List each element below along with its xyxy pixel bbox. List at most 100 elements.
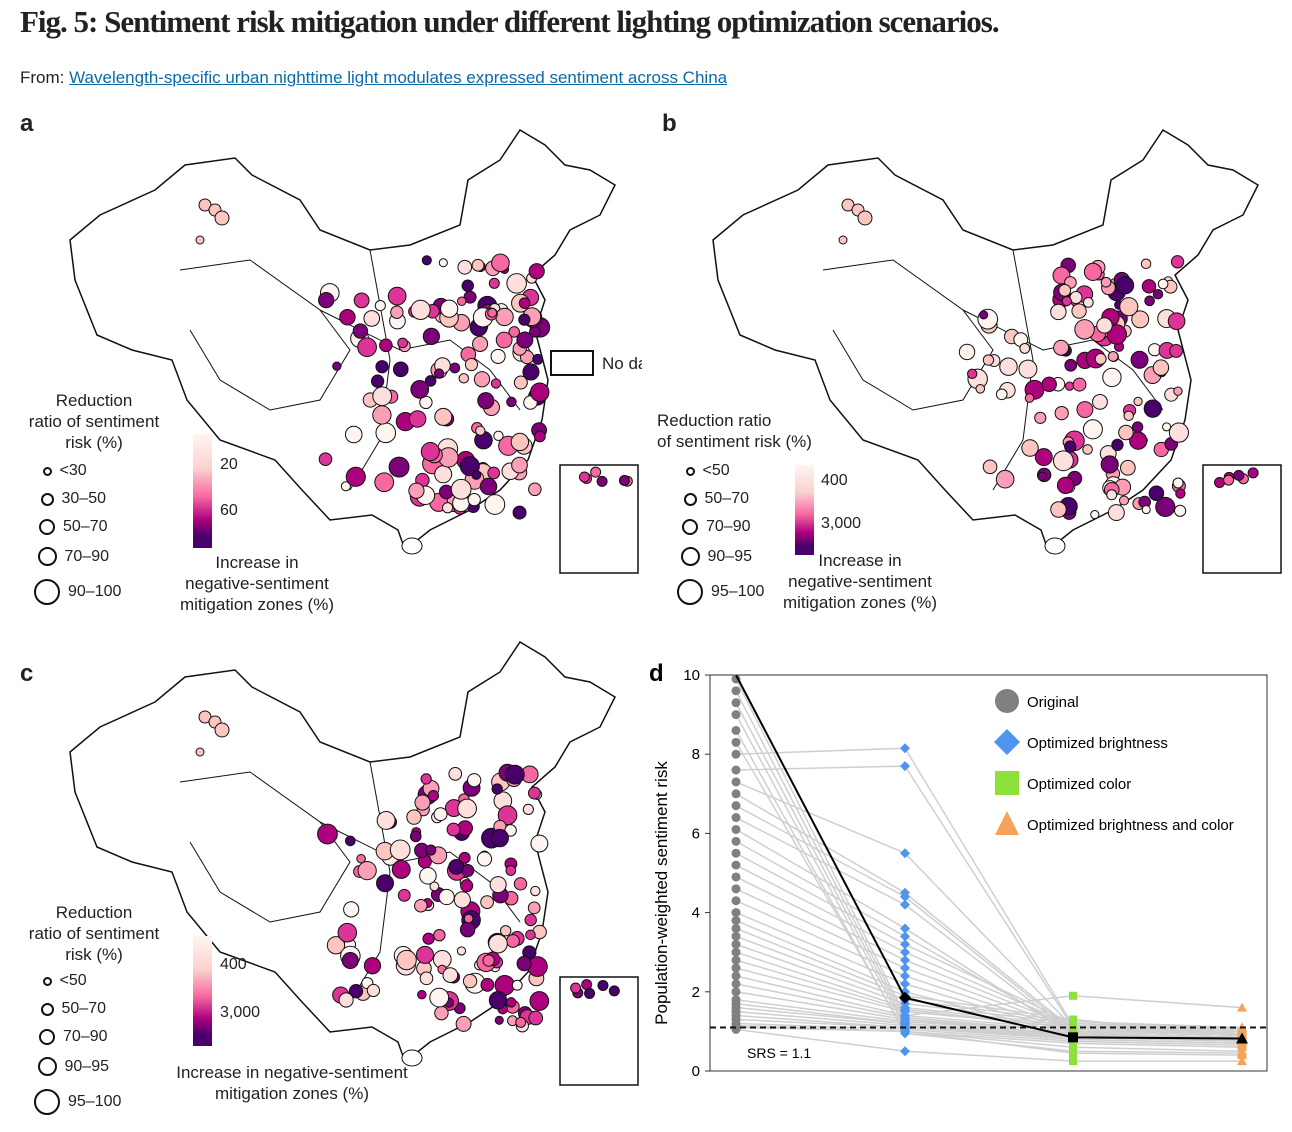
no-data-label: No data	[602, 354, 642, 373]
city-bubble	[1053, 339, 1070, 356]
original-point	[731, 884, 741, 894]
city-bubble	[513, 877, 528, 891]
city-bubble	[195, 235, 205, 245]
city-bubble	[1155, 496, 1176, 517]
original-point	[731, 971, 741, 981]
city-bubble	[1100, 276, 1112, 288]
panel-a-map: a No data Reduction ratio of sentiment r…	[12, 110, 642, 615]
paired-line	[735, 805, 1243, 1037]
mean-marker	[899, 991, 911, 1004]
china-map	[69, 640, 639, 1086]
color-point	[1069, 991, 1077, 1000]
city-bubble	[448, 767, 463, 781]
city-bubble	[1082, 419, 1103, 440]
original-point	[731, 777, 741, 787]
brightness-point	[900, 923, 910, 934]
city-bubble	[391, 859, 411, 879]
hainan-island	[1044, 537, 1066, 555]
city-bubble	[1096, 317, 1113, 334]
city-bubble	[505, 997, 517, 1008]
city-bubble	[1076, 401, 1094, 419]
city-bubble	[578, 471, 590, 483]
city-bubble	[1148, 485, 1165, 502]
circle-size-icon	[683, 492, 697, 506]
city-bubble	[379, 338, 393, 353]
size-legend-item: 70–90	[682, 518, 751, 536]
city-bubble	[1133, 396, 1143, 407]
paired-line	[735, 678, 1243, 1017]
city-bubble	[326, 936, 346, 955]
city-bubble	[525, 929, 536, 941]
city-bubble	[1115, 276, 1135, 295]
colorbar-tick: 20	[220, 456, 238, 473]
circle-size-icon	[682, 519, 698, 535]
brightness-point	[900, 887, 910, 898]
city-bubble	[318, 291, 335, 309]
brightness-point	[900, 1010, 910, 1021]
city-bubble	[982, 459, 998, 475]
colorbar-title: Increase in negative-sentiment mitigatio…	[179, 553, 334, 614]
original-point	[731, 725, 741, 735]
city-bubble	[422, 932, 435, 945]
article-link[interactable]: Wavelength-specific urban nighttime ligh…	[69, 68, 728, 87]
city-bubble	[1107, 351, 1119, 362]
size-legend-item: 50–70	[39, 518, 108, 536]
city-bubble	[425, 844, 437, 856]
city-bubble	[397, 337, 408, 349]
paired-line	[735, 747, 1243, 1031]
legend-label: Optimized brightness	[1027, 735, 1168, 752]
no-data-swatch	[550, 350, 594, 376]
city-bubble	[508, 326, 520, 338]
city-bubble	[1233, 469, 1245, 481]
size-legend-label: 50–70	[63, 518, 108, 535]
city-bubble	[420, 442, 440, 462]
circle-size-icon	[685, 466, 695, 476]
city-bubble	[1157, 278, 1169, 290]
city-bubble	[1019, 342, 1031, 354]
city-bubble	[372, 386, 393, 407]
size-legend-item: <50	[42, 972, 87, 990]
mean-marker	[1236, 1032, 1248, 1044]
city-bubble	[356, 853, 366, 864]
paired-line	[735, 935, 1243, 1029]
colorbar	[193, 936, 212, 1046]
city-bubble	[533, 430, 546, 443]
city-bubble	[417, 989, 427, 1000]
city-bubble	[475, 425, 486, 436]
city-bubble	[338, 992, 354, 1008]
city-bubble	[490, 828, 509, 848]
city-bubble	[1102, 367, 1122, 388]
city-bubble	[1214, 477, 1226, 489]
city-bubble	[433, 807, 448, 822]
city-bubble	[433, 928, 446, 942]
size-legend-label: 70–90	[64, 547, 110, 565]
city-bubble	[999, 357, 1018, 376]
figure-title: Fig. 5: Sentiment risk mitigation under …	[20, 4, 1000, 39]
city-bubble	[449, 362, 461, 374]
city-bubble	[337, 922, 358, 943]
city-bubble	[512, 505, 527, 520]
city-bubble	[410, 380, 430, 399]
city-bubble	[375, 422, 397, 444]
size-legend-item: 30–50	[40, 490, 106, 508]
city-bubble	[409, 830, 422, 843]
city-bubble	[467, 492, 481, 507]
brightness-point	[900, 963, 910, 974]
original-point	[731, 896, 741, 906]
city-bubble	[1169, 343, 1184, 358]
city-bubble	[1247, 467, 1259, 479]
panel-label: d	[649, 660, 664, 687]
srs-threshold-label: SRS = 1.1	[747, 1045, 811, 1061]
city-bubble	[1152, 288, 1164, 300]
srs-label-background	[743, 1043, 817, 1063]
city-bubble	[442, 502, 454, 514]
city-bubble	[1118, 495, 1130, 506]
color-point	[1069, 1057, 1077, 1066]
city-bubble	[414, 794, 431, 811]
city-bubble	[389, 839, 411, 861]
china-map	[69, 128, 639, 574]
city-bubble	[344, 835, 356, 847]
city-bubble	[488, 277, 500, 289]
city-bubble	[958, 343, 976, 361]
panel-label: c	[20, 660, 34, 687]
